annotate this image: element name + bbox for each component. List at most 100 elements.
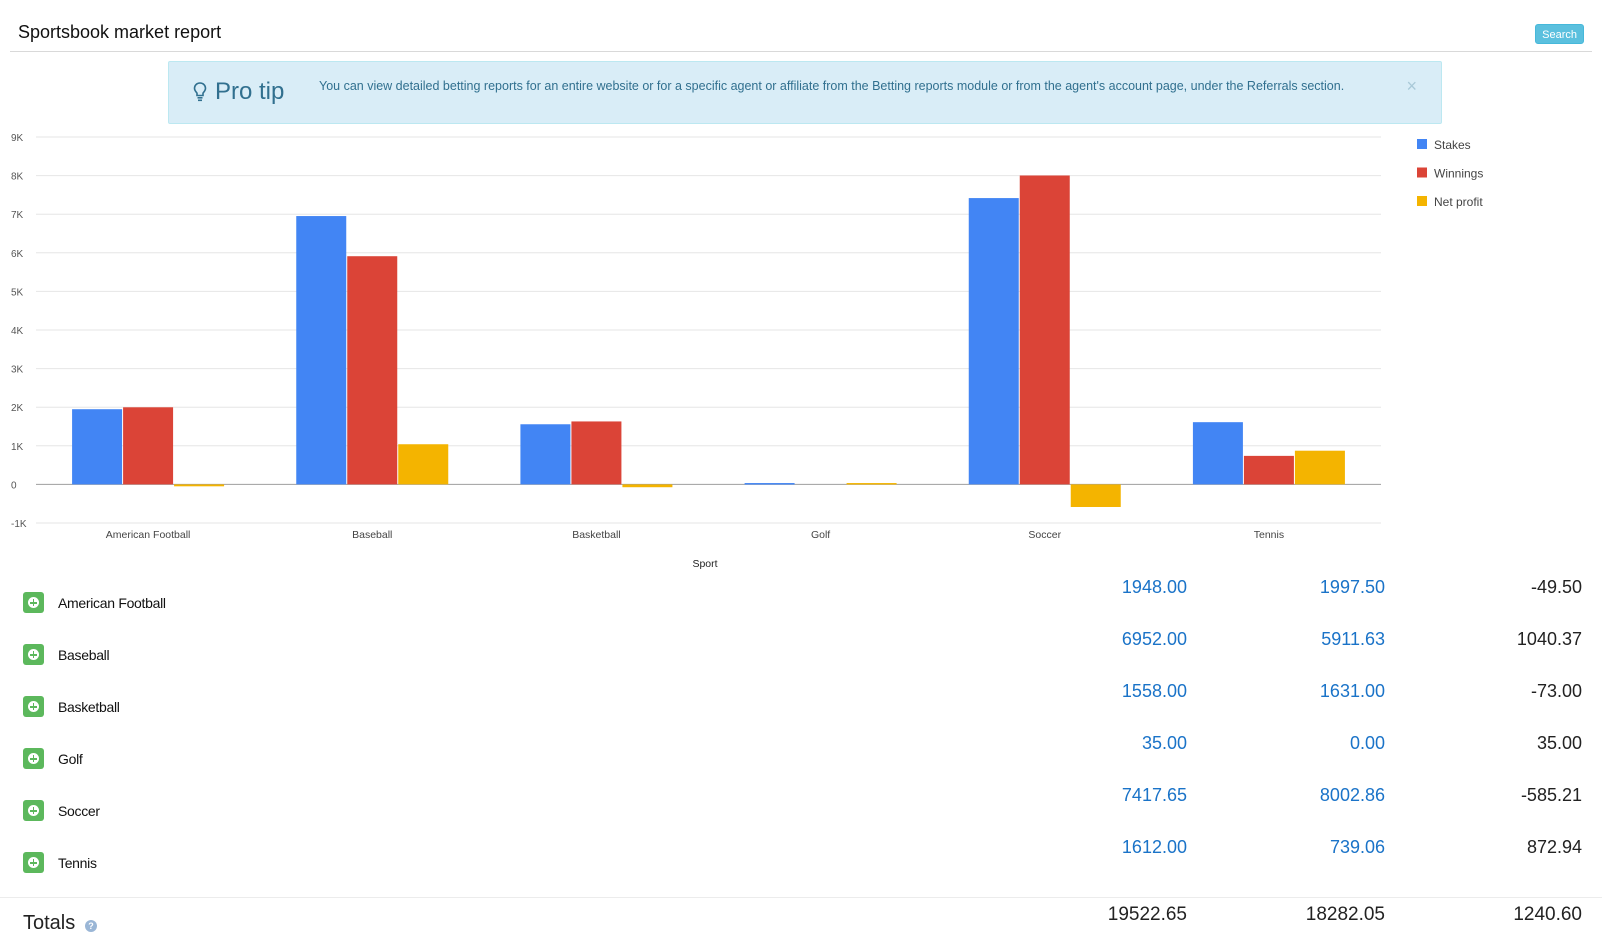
bar-net-profit (1294, 450, 1345, 485)
expand-row-button[interactable] (23, 696, 44, 717)
plus-icon (28, 857, 39, 868)
net-profit-value: 1040.37 (1516, 629, 1582, 649)
winnings-link[interactable]: 1631.00 (1319, 681, 1385, 701)
bar-stakes (1192, 422, 1243, 485)
bar-net-profit (174, 484, 225, 487)
y-tick-label: 7K (11, 210, 24, 221)
winnings-link[interactable]: 0.00 (1349, 733, 1385, 753)
bar-net-profit (846, 483, 897, 485)
close-icon[interactable]: × (1406, 76, 1417, 96)
y-tick-label: 3K (11, 365, 24, 376)
y-tick-label: 9K (11, 133, 24, 144)
bar-stakes (968, 198, 1019, 485)
winnings-link[interactable]: 8002.86 (1319, 785, 1385, 805)
y-tick-label: 2K (11, 403, 24, 414)
expand-row-button[interactable] (23, 852, 44, 873)
header: Sportsbook market report Search (10, 14, 1592, 52)
plus-icon (28, 597, 39, 608)
y-tick-label: 6K (11, 249, 24, 260)
y-tick-label: -1K (11, 519, 27, 530)
winnings-link[interactable]: 1997.50 (1319, 577, 1385, 597)
expand-row-button[interactable] (23, 800, 44, 821)
legend-swatch (1417, 167, 1427, 178)
sport-name: Soccer (58, 803, 100, 819)
bar-net-profit (398, 444, 449, 485)
stakes-link[interactable]: 1948.00 (1121, 577, 1187, 597)
sport-name: American Football (58, 595, 166, 611)
bar-stakes (296, 216, 347, 485)
total-winnings: 18282.05 (1305, 904, 1385, 925)
total-net-profit: 1240.60 (1513, 904, 1582, 925)
stakes-link[interactable]: 35.00 (1141, 733, 1187, 753)
table-row: Golf 35.00 0.00 35.00 (0, 733, 1602, 790)
x-tick-label: Basketball (572, 529, 620, 541)
net-profit-value: -73.00 (1530, 681, 1582, 701)
table-row: Basketball 1558.00 1631.00 -73.00 (0, 681, 1602, 738)
plus-icon (28, 805, 39, 816)
pro-tip-text: You can view detailed betting reports fo… (319, 79, 1345, 93)
totals-row: Totals ? 19522.65 18282.05 1240.60 (0, 897, 1602, 937)
bar-winnings (1243, 455, 1294, 485)
sport-name: Basketball (58, 699, 120, 715)
table-row: American Football 1948.00 1997.50 -49.50 (0, 577, 1602, 634)
legend-swatch (1417, 196, 1427, 206)
expand-row-button[interactable] (23, 592, 44, 613)
stakes-link[interactable]: 6952.00 (1121, 629, 1187, 649)
x-tick-label: Golf (811, 529, 830, 541)
plus-icon (28, 701, 39, 712)
expand-row-button[interactable] (23, 748, 44, 769)
net-profit-value: 35.00 (1536, 733, 1582, 753)
legend-swatch (1417, 139, 1427, 149)
x-tick-label: Soccer (1028, 529, 1061, 541)
table-row: Baseball 6952.00 5911.63 1040.37 (0, 629, 1602, 686)
x-tick-label: American Football (106, 529, 191, 541)
pro-tip-title: Pro tip (215, 78, 285, 105)
net-profit-value: -585.21 (1520, 785, 1582, 805)
stakes-link[interactable]: 1612.00 (1121, 837, 1187, 857)
total-stakes: 19522.65 (1107, 904, 1187, 925)
plus-icon (28, 753, 39, 764)
sport-name: Baseball (58, 647, 110, 663)
stakes-link[interactable]: 1558.00 (1121, 681, 1187, 701)
y-tick-label: 4K (11, 326, 24, 337)
market-chart-svg: -1K 0 1K 2K 3K 4K 5K 6K 7K 8K 9K American Football B… (11, 133, 1483, 570)
bar-stakes (72, 409, 123, 485)
lightbulb-icon (193, 82, 207, 107)
y-tick-label: 5K (11, 287, 24, 298)
legend-entry: Net profit (1434, 195, 1483, 209)
net-profit-value: 872.94 (1526, 837, 1582, 857)
net-profit-value: -49.50 (1530, 577, 1582, 597)
x-tick-label: Tennis (1254, 529, 1284, 541)
page-title: Sportsbook market report (18, 22, 222, 42)
y-tick-label: 0 (11, 480, 17, 491)
totals-label: Totals (23, 912, 76, 934)
bar-winnings (1019, 175, 1070, 485)
expand-row-button[interactable] (23, 644, 44, 665)
legend-entry: Stakes (1434, 138, 1471, 152)
y-tick-label: 8K (11, 172, 24, 183)
bar-winnings (571, 421, 622, 485)
plus-icon (28, 649, 39, 660)
bar-winnings (123, 407, 174, 485)
market-chart: -1K 0 1K 2K 3K 4K 5K 6K 7K 8K 9K American Football B… (0, 128, 1602, 588)
help-icon[interactable]: ? (85, 920, 97, 932)
x-axis-label: Sport (692, 558, 717, 570)
bar-net-profit (622, 484, 673, 488)
legend-entry: Winnings (1434, 167, 1483, 181)
winnings-link[interactable]: 739.06 (1329, 837, 1385, 857)
table-row: Soccer 7417.65 8002.86 -585.21 (0, 785, 1602, 842)
sport-name: Golf (58, 751, 83, 767)
bar-stakes (520, 424, 571, 485)
table-row: Tennis 1612.00 739.06 872.94 (0, 837, 1602, 894)
y-tick-label: 1K (11, 442, 24, 453)
x-tick-label: Baseball (352, 529, 392, 541)
bar-net-profit (1070, 484, 1121, 507)
stakes-link[interactable]: 7417.65 (1121, 785, 1187, 805)
bar-winnings (347, 256, 398, 485)
pro-tip-alert: Pro tip You can view detailed betting re… (168, 61, 1442, 124)
search-button[interactable]: Search (1535, 24, 1584, 44)
sport-name: Tennis (58, 855, 97, 871)
bar-stakes (744, 483, 795, 485)
winnings-link[interactable]: 5911.63 (1321, 629, 1385, 649)
